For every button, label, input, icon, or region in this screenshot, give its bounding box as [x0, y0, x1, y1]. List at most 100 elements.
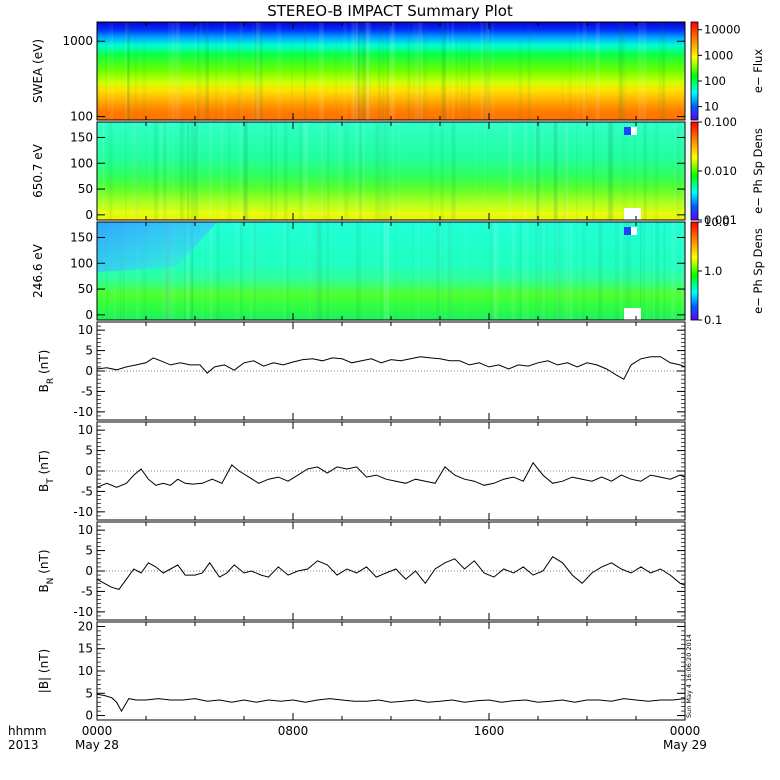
pad246-streak [283, 222, 286, 320]
pad246-streak [309, 222, 311, 320]
pad650-streak [507, 122, 511, 220]
swea-streak [223, 22, 227, 120]
swea-streak [389, 22, 394, 120]
pad246-streak [316, 222, 320, 320]
pad246-streak [250, 222, 252, 320]
pad246-colorbar-label: 10.0 [704, 215, 730, 229]
swea-streak [483, 22, 485, 120]
pad650-colorbar-title: e− Ph Sp Dens [751, 128, 765, 214]
swea-streak [195, 22, 197, 120]
bn-ytick-label: 10 [78, 523, 93, 537]
pad246-streak [163, 222, 167, 320]
pad246-streak [386, 222, 390, 320]
pad246-colorbar-title: e− Ph Sp Dens [751, 228, 765, 314]
swea-streak [253, 22, 259, 120]
swea-streak [443, 22, 447, 120]
br-ytick-label: -5 [81, 384, 93, 398]
pad246-gap-blue [624, 227, 636, 235]
pad650-streak [674, 122, 679, 220]
swea-colorbar-label: 10000 [704, 23, 741, 37]
x-tick-label: 0800 [278, 724, 309, 738]
pad650-streak [541, 122, 544, 220]
pad650-streak [609, 122, 613, 220]
pad650-streak [133, 122, 138, 220]
pad650-streak [338, 122, 342, 220]
pad246-streak [142, 222, 147, 320]
swea-streak [200, 22, 202, 120]
br-ylabel: BR (nT) [37, 350, 56, 393]
bmag-ylabel: |B| (nT) [37, 649, 51, 693]
pad650-streak [387, 122, 389, 220]
pad650-streak [509, 122, 512, 220]
pad246-streak [254, 222, 257, 320]
swea-streak [335, 22, 337, 120]
swea-streak [492, 22, 494, 120]
pad246-streak [209, 222, 213, 320]
pad650-streak [684, 122, 690, 220]
pad650-streak [356, 122, 359, 220]
pad650-streak [243, 122, 248, 220]
pad246-gap-top [631, 227, 637, 235]
bmag-ytick-label: 5 [85, 686, 93, 700]
pad246-streak [326, 222, 329, 320]
swea-streak [351, 22, 355, 120]
pad650-streak [394, 122, 396, 220]
pad650-gap-bottom [624, 208, 641, 220]
swea-streak [618, 22, 624, 120]
swea-streak [125, 22, 128, 120]
pad246-streak [383, 222, 389, 320]
x-tick-label: 1600 [474, 724, 505, 738]
pad246-ylabel: 246.6 eV [31, 243, 45, 298]
pad246-ytick-label: 50 [78, 282, 93, 296]
swea-streak [276, 22, 282, 120]
pad246-streak [556, 222, 561, 320]
swea-streak [256, 22, 261, 120]
swea-streak [568, 22, 572, 120]
pad650-streak [271, 122, 273, 220]
pad650-streak [186, 122, 190, 220]
pad650-streak [187, 122, 190, 220]
pad650-streak [246, 122, 249, 220]
x-unit-label: hhmm [8, 724, 47, 738]
pad650-streak [134, 122, 139, 220]
bn-ytick-label: -5 [81, 584, 93, 598]
pad650-streak [362, 122, 365, 220]
swea-streak [104, 22, 107, 120]
pad246-streak [681, 222, 686, 320]
pad650-streak [484, 122, 486, 220]
swea-streak [369, 22, 371, 120]
swea-streak [661, 22, 665, 120]
swea-streak [197, 22, 203, 120]
swea-streak [362, 22, 367, 120]
swea-colorbar-label: 100 [704, 74, 726, 88]
pad650-streak [227, 122, 232, 220]
pad246-streak [448, 222, 452, 320]
swea-streak [642, 22, 647, 120]
pad650-streak [374, 122, 379, 220]
pad650-streak [537, 122, 540, 220]
x-tick-label: 0000 [82, 724, 113, 738]
pad650-streak [563, 122, 566, 220]
pad246-streak [167, 222, 172, 320]
swea-streak [447, 22, 449, 120]
pad246-streak [186, 222, 191, 320]
bt-ylabel: BT (nT) [37, 450, 56, 492]
x-date-label: May 28 [75, 738, 119, 752]
pad650-streak [643, 122, 647, 220]
pad246-streak [254, 222, 258, 320]
swea-streak [365, 22, 370, 120]
swea-streak [111, 22, 113, 120]
pad246-colorbar-label: 0.1 [704, 313, 722, 327]
swea-streak [237, 22, 242, 120]
swea-streak [575, 22, 580, 120]
swea-streak [387, 22, 389, 120]
br-ytick-label: 0 [85, 364, 93, 378]
x-year-label: 2013 [8, 738, 39, 752]
pad650-streak [556, 122, 559, 220]
pad246-streak [492, 222, 496, 320]
pad650-streak [603, 122, 606, 220]
swea-streak [461, 22, 463, 120]
pad246-streak [384, 222, 386, 320]
pad246-colorbar-scale [690, 221, 699, 321]
pad650-streak [243, 122, 247, 220]
